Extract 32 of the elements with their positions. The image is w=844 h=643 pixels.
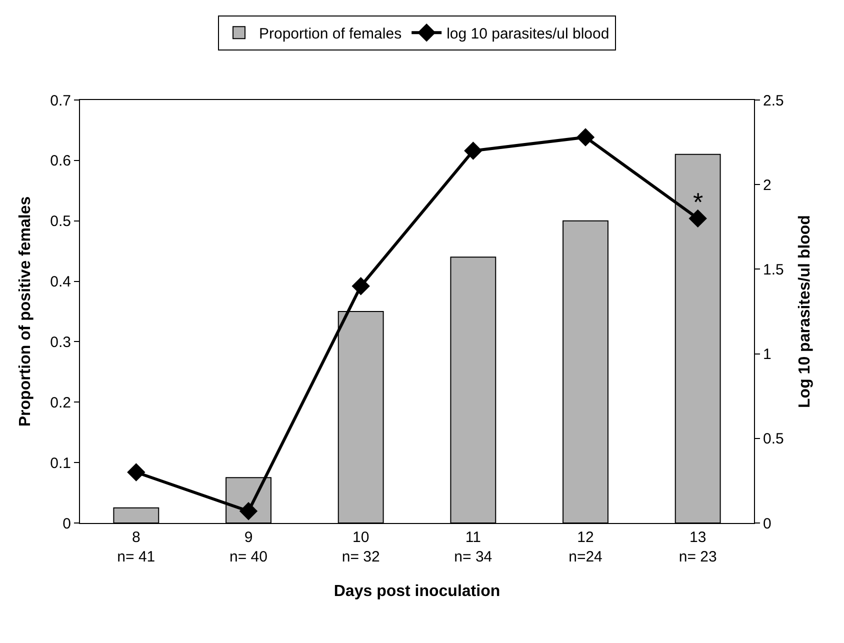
y-tick-label: 0.2 <box>50 394 71 412</box>
point <box>688 209 707 228</box>
y2-tick-label: 0.5 <box>763 430 784 448</box>
y-tick-label: 0.6 <box>50 152 71 170</box>
y-tick-label: 0 <box>62 515 71 532</box>
y-axis-title: Proportion of positive females <box>17 196 34 427</box>
point <box>127 463 146 482</box>
y2-tick-label: 1 <box>763 346 772 364</box>
y2-tick-label: 1.5 <box>763 261 784 278</box>
point <box>464 142 482 160</box>
y-tick-label: 0.4 <box>50 274 71 291</box>
x-tick-label: 8 n= 41 <box>117 529 156 566</box>
point <box>352 277 370 296</box>
point <box>239 502 258 520</box>
annotation: * <box>693 187 704 217</box>
y-tick-label: 0.7 <box>50 92 71 110</box>
x-tick-label: 9 n= 40 <box>230 529 268 566</box>
y2-axis-title: Log 10 parasites/ul blood <box>796 215 814 408</box>
y-tick-label: 0.1 <box>50 454 71 472</box>
x-axis-title: Days post inoculation <box>334 583 500 600</box>
y2-tick-label: 2 <box>763 176 772 194</box>
x-tick-label: 13 n= 23 <box>678 529 717 566</box>
y-tick-label: 0.5 <box>50 213 71 230</box>
x-tick-label: 10 n= 32 <box>342 529 380 566</box>
point <box>576 128 595 146</box>
legend-label: Proportion of females <box>259 26 402 42</box>
x-tick-label: 11 n= 34 <box>454 529 492 566</box>
x-tick-label: 12 n=24 <box>568 529 602 566</box>
y2-tick-label: 0 <box>763 515 772 532</box>
y-tick-label: 0.3 <box>50 334 71 351</box>
y2-tick-label: 2.5 <box>763 92 784 110</box>
legend-label: log 10 parasites/ul blood <box>446 26 610 42</box>
